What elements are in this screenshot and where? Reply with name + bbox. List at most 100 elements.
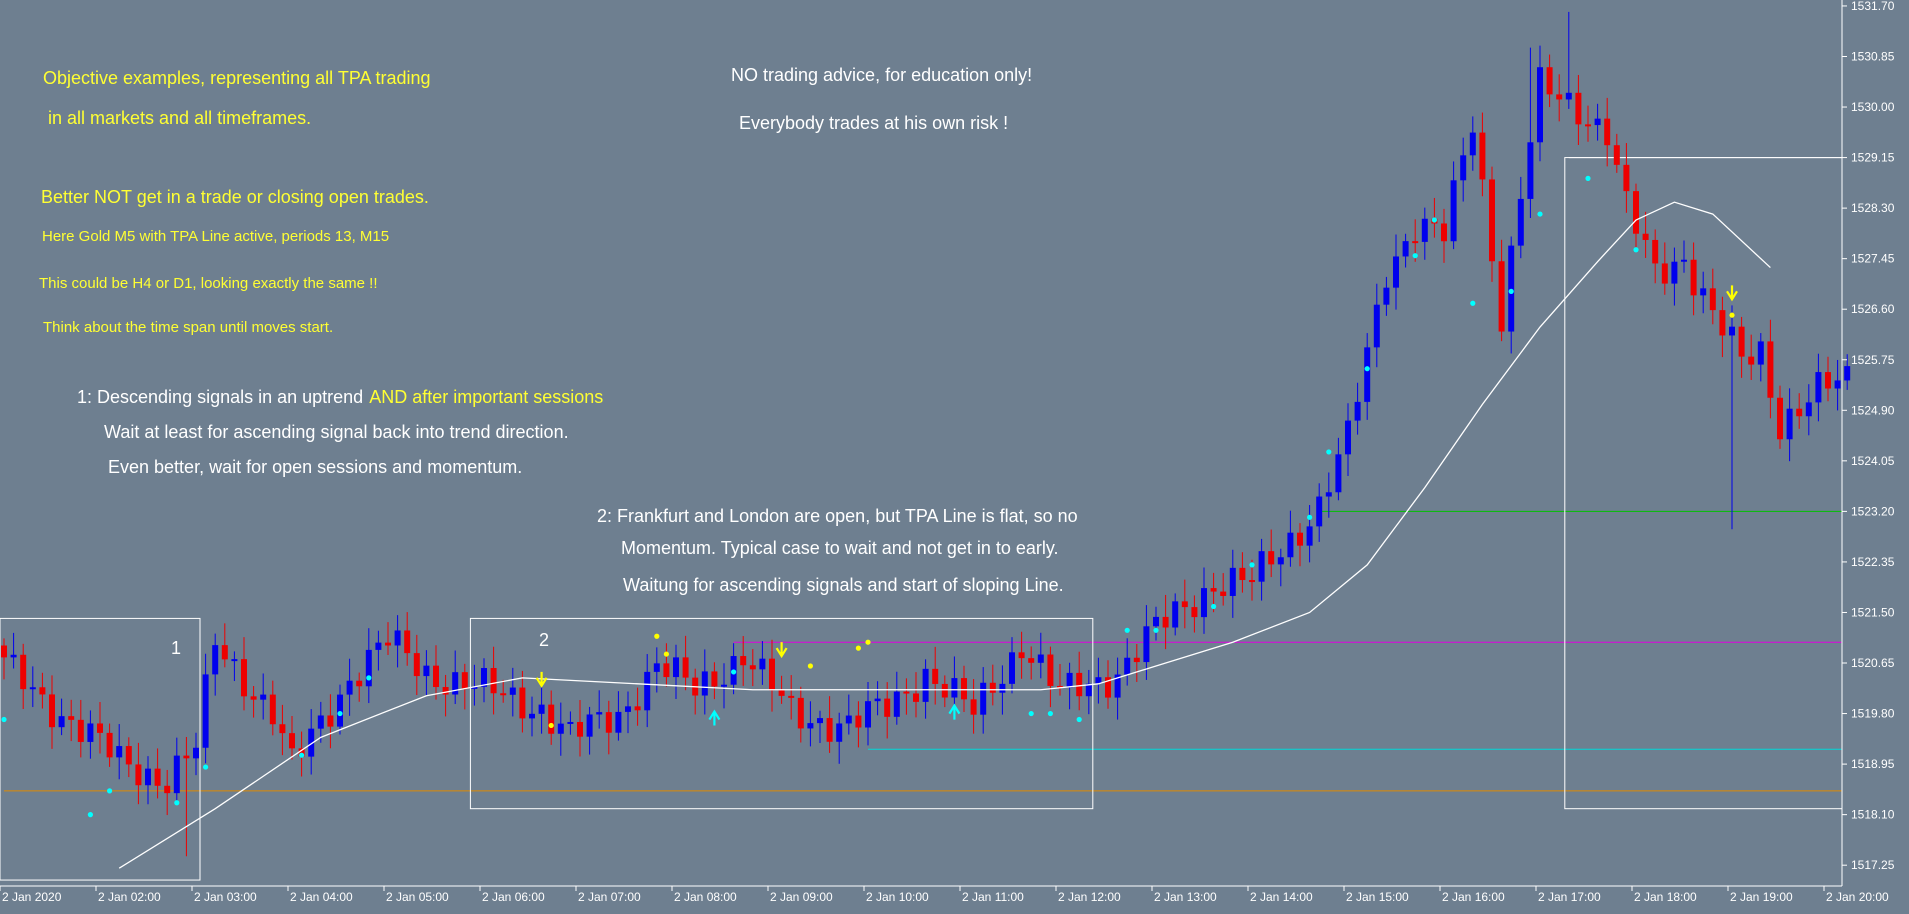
disclaimer-line2: Everybody trades at his own risk ! <box>739 113 1008 133</box>
candle <box>231 651 238 682</box>
x-tick-label: 2 Jan 13:00 <box>1154 890 1217 904</box>
candle <box>855 701 862 748</box>
candle-body <box>797 697 804 729</box>
candle-body <box>1633 191 1639 234</box>
tpa-line <box>118 201 1771 869</box>
candle-body <box>1191 607 1198 618</box>
candle <box>1105 660 1111 709</box>
candle <box>461 663 468 710</box>
signal-descending-dot <box>1729 312 1735 318</box>
signal-ascending-dot <box>1 716 7 723</box>
x-tick-label: 2 Jan 03:00 <box>194 890 257 904</box>
candle-body <box>961 678 967 700</box>
candle <box>1297 523 1303 567</box>
candle <box>1037 632 1044 679</box>
candle <box>250 685 257 718</box>
candle <box>269 680 276 736</box>
candle <box>1181 579 1188 629</box>
candle <box>1239 552 1246 593</box>
candle-body <box>1229 567 1236 596</box>
candle-body <box>1565 92 1572 100</box>
candle-body <box>1623 164 1630 192</box>
x-tick-label: 2 Jan 2020 <box>2 890 62 904</box>
candle-body <box>490 668 497 694</box>
candle <box>1642 211 1649 258</box>
candle-body <box>337 694 343 727</box>
candle-body <box>1095 677 1102 684</box>
candle <box>1479 112 1486 197</box>
signal-ascending-dot <box>107 788 113 794</box>
candle-body <box>68 716 75 720</box>
candle <box>932 646 939 705</box>
candle-body <box>1354 401 1361 421</box>
candle-body <box>116 746 123 758</box>
candle-body <box>826 718 833 742</box>
candle-body <box>1085 683 1092 697</box>
x-tick-label: 2 Jan 14:00 <box>1250 890 1313 904</box>
candle <box>1306 505 1313 563</box>
candle-body <box>932 668 939 684</box>
box2-label: 2 <box>539 630 549 650</box>
candle <box>989 664 996 706</box>
candle-body <box>231 659 238 662</box>
candle <box>135 742 142 805</box>
candle-body <box>356 680 363 687</box>
candle-body <box>250 696 257 700</box>
candle <box>865 682 871 746</box>
candle <box>1681 240 1687 273</box>
candle <box>874 681 881 716</box>
candle <box>1508 236 1515 354</box>
candle <box>413 634 420 696</box>
candle-body <box>529 713 535 719</box>
candle-body <box>673 657 679 678</box>
candle <box>442 674 449 717</box>
candle <box>1796 393 1803 429</box>
candle-body <box>346 680 353 695</box>
candle-body <box>1805 402 1812 417</box>
candle <box>586 706 593 755</box>
x-tick-label: 2 Jan 09:00 <box>770 890 833 904</box>
candle-body <box>884 698 891 717</box>
candle-body <box>461 672 468 689</box>
candle-body <box>10 654 17 658</box>
case1-line2: Wait at least for ascending signal back … <box>104 422 569 442</box>
candle <box>183 736 190 857</box>
signal-ascending-arrow-icon <box>948 703 961 720</box>
signal-ascending-dot <box>1508 288 1514 294</box>
candle <box>1364 333 1371 420</box>
x-tick-label: 2 Jan 20:00 <box>1826 890 1889 904</box>
candle-body <box>1575 92 1582 125</box>
candle <box>1354 382 1361 435</box>
candle <box>1441 208 1447 263</box>
candle <box>673 644 679 699</box>
candle <box>884 682 891 739</box>
box1-label: 1 <box>171 638 181 658</box>
candle-body <box>1335 454 1342 493</box>
candle-body <box>317 715 324 729</box>
candle-body <box>711 671 718 687</box>
case1-line1: 1: Descending signals in an uptrend AND a… <box>77 387 603 407</box>
candle <box>1834 359 1841 411</box>
candle-body <box>1162 616 1169 628</box>
candle-body <box>999 683 1006 693</box>
candle <box>1258 538 1265 601</box>
candle <box>941 675 948 708</box>
candle <box>1777 385 1783 449</box>
x-tick-label: 2 Jan 10:00 <box>866 890 929 904</box>
candle <box>1767 319 1774 419</box>
y-tick-label: 1524.05 <box>1851 454 1895 468</box>
candle <box>1095 657 1102 704</box>
candle <box>1143 605 1150 680</box>
candle-body <box>1412 241 1419 244</box>
candle <box>509 667 516 717</box>
candle <box>1489 166 1495 282</box>
x-tick-label: 2 Jan 11:00 <box>962 890 1024 904</box>
candle <box>797 686 804 743</box>
candle <box>29 666 36 708</box>
x-tick-label: 2 Jan 17:00 <box>1538 890 1601 904</box>
candle <box>634 687 641 726</box>
candle <box>788 675 795 720</box>
candle <box>58 698 65 736</box>
candle-body <box>1767 341 1774 398</box>
